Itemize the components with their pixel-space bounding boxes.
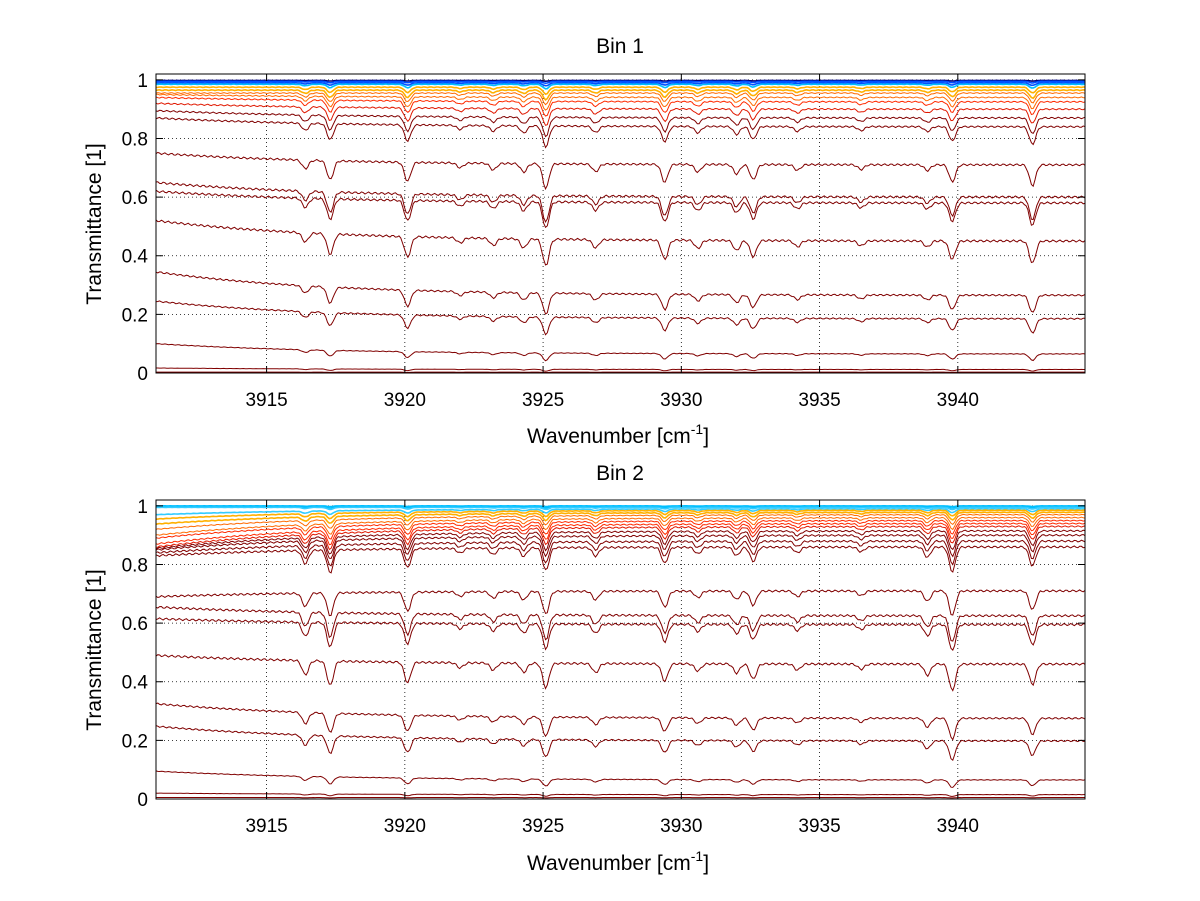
y-tick-label: 0 [137,364,148,385]
x-tick-label: 3940 [937,816,979,837]
y-tick-label: 0.4 [122,673,149,694]
series-group [156,504,1085,799]
series-line [156,96,1085,117]
series-line [156,506,1085,511]
y-axis-label: Transmittance [1] [83,143,106,304]
series-line [156,725,1085,762]
series-line [156,79,1085,83]
series-line [156,151,1085,191]
y-tick-label: 0 [137,790,148,811]
series-line [156,792,1085,797]
series-line [156,271,1085,315]
axes-box [155,73,1086,374]
series-line [156,93,1085,111]
series-line [156,181,1085,223]
series-line [156,511,1085,526]
series-line [156,516,1085,536]
series-line [156,86,1085,96]
series-line [156,525,1085,551]
x-tick-label: 3915 [245,816,287,837]
series-line [156,545,1085,574]
x-tick-label: 3915 [245,390,287,411]
y-tick-label: 0.6 [122,188,148,209]
x-axis-label: Wavenumber [cm-1] [527,848,709,875]
series-line [156,654,1085,692]
series-line [156,617,1085,651]
series-line [156,300,1085,336]
x-tick-label: 3935 [798,816,840,837]
series-line [156,116,1085,149]
series-line [156,367,1085,372]
chart-title: Bin 2 [596,462,644,485]
series-line [156,343,1085,362]
series-line [156,83,1085,90]
panel-bin-2: Bin 2 3915 3920 3925 3930 3935 3940 0 0.2 0.4 0.6… [83,462,1086,875]
series-line [156,81,1085,87]
series-line [156,88,1085,101]
series-line [156,539,1085,567]
chart-title: Bin 1 [596,35,644,58]
y-tick-label: 0.4 [122,247,149,268]
series-line [156,189,1085,229]
x-tick-label: 3925 [522,390,564,411]
x-tick-label: 3935 [798,390,840,411]
series-line [156,702,1085,741]
ticks: 3915 3920 3925 3930 3935 3940 0 0.2 0.4 0.6 0.8 1 [122,71,1085,411]
series-line [156,589,1085,617]
x-tick-label: 3920 [384,816,426,837]
y-tick-label: 0.6 [122,614,148,635]
series-group [156,79,1085,373]
series-line [156,529,1085,555]
series-line [156,505,1085,509]
x-tick-label: 3920 [384,390,426,411]
y-tick-label: 0.8 [122,555,148,576]
x-tick-label: 3940 [937,390,979,411]
series-line [156,92,1085,106]
series-line [156,513,1085,530]
series-line [156,509,1085,520]
series-line [156,770,1085,788]
series-line [156,605,1085,642]
y-tick-label: 0.2 [122,731,148,752]
series-line [156,519,1085,540]
y-axis-label: Transmittance [1] [83,569,106,730]
series-line [156,109,1085,138]
y-tick-label: 0.8 [122,129,148,150]
y-tick-label: 0.2 [122,305,148,326]
x-tick-label: 3925 [522,816,564,837]
x-tick-label: 3930 [660,816,702,837]
x-tick-label: 3930 [660,390,702,411]
ticks: 3915 3920 3925 3930 3935 3940 0 0.2 0.4 0.6 0.8 1 [122,497,1085,837]
y-tick-label: 1 [137,497,148,518]
x-axis-label: Wavenumber [cm-1] [527,421,709,448]
series-line [156,507,1085,516]
y-tick-label: 1 [137,71,148,92]
series-line [156,102,1085,126]
series-line [156,533,1085,560]
axes-box [155,499,1086,800]
series-line [156,522,1085,546]
series-line [156,80,1085,85]
series-line [156,219,1085,266]
